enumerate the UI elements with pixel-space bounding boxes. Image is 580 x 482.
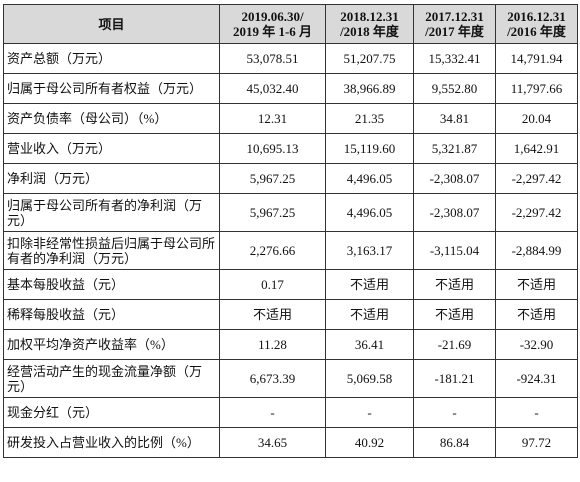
table-cell: 34.81 xyxy=(413,103,496,134)
table-cell: 15,332.41 xyxy=(413,43,496,74)
row-label: 研发投入占营业收入的比例（%） xyxy=(3,427,220,458)
table-cell: 不适用 xyxy=(325,269,414,300)
table-cell: 97.72 xyxy=(495,427,578,458)
table-cell: 不适用 xyxy=(413,299,496,330)
table-cell: 11.28 xyxy=(219,329,326,360)
table-row: 现金分红（元） - - - - xyxy=(3,397,578,428)
table-row: 基本每股收益（元） 0.17 不适用 不适用 不适用 xyxy=(3,269,578,300)
table-cell: 不适用 xyxy=(325,299,414,330)
table-cell: 2,276.66 xyxy=(219,231,326,270)
table-row: 净利润（万元） 5,967.25 4,496.05 -2,308.07 -2,2… xyxy=(3,163,578,194)
table-cell: 10,695.13 xyxy=(219,133,326,164)
table-cell: 51,207.75 xyxy=(325,43,414,74)
table-cell: 不适用 xyxy=(495,269,578,300)
table-cell: 3,163.17 xyxy=(325,231,414,270)
table-row: 加权平均净资产收益率（%） 11.28 36.41 -21.69 -32.90 xyxy=(3,329,578,360)
table-row: 资产总额（万元） 53,078.51 51,207.75 15,332.41 1… xyxy=(3,43,578,74)
row-label: 营业收入（万元） xyxy=(3,133,220,164)
table-row: 扣除非经常性损益后归属于母公司所有者的净利润（万元） 2,276.66 3,16… xyxy=(3,231,578,270)
row-label: 加权平均净资产收益率（%） xyxy=(3,329,220,360)
table-cell: -2,308.07 xyxy=(413,193,496,232)
table-row: 资产负债率（母公司）（%） 12.31 21.35 34.81 20.04 xyxy=(3,103,578,134)
table-cell: 6,673.39 xyxy=(219,359,326,398)
financial-indicators-table: 项目 2019.06.30/ 2019 年 1-6 月 2018.12.31 /… xyxy=(3,4,578,458)
table-cell: - xyxy=(495,397,578,428)
header-period-2018: 2018.12.31 /2018 年度 xyxy=(325,4,414,44)
table-cell: 15,119.60 xyxy=(325,133,414,164)
table-cell: -3,115.04 xyxy=(413,231,496,270)
table-cell: 4,496.05 xyxy=(325,193,414,232)
table-cell: 不适用 xyxy=(495,299,578,330)
table-row: 经营活动产生的现金流量净额（万元） 6,673.39 5,069.58 -181… xyxy=(3,359,578,398)
row-label: 归属于母公司所有者权益（万元） xyxy=(3,73,220,104)
table-row: 营业收入（万元） 10,695.13 15,119.60 5,321.87 1,… xyxy=(3,133,578,164)
table-cell: -924.31 xyxy=(495,359,578,398)
table-cell: -2,308.07 xyxy=(413,163,496,194)
table-cell: 5,967.25 xyxy=(219,163,326,194)
table-cell: 20.04 xyxy=(495,103,578,134)
row-label: 净利润（万元） xyxy=(3,163,220,194)
table-row: 稀释每股收益（元） 不适用 不适用 不适用 不适用 xyxy=(3,299,578,330)
table-cell: -181.21 xyxy=(413,359,496,398)
table-cell: 不适用 xyxy=(219,299,326,330)
table-cell: 9,552.80 xyxy=(413,73,496,104)
table-cell: 40.92 xyxy=(325,427,414,458)
table-cell: 14,791.94 xyxy=(495,43,578,74)
table-row: 研发投入占营业收入的比例（%） 34.65 40.92 86.84 97.72 xyxy=(3,427,578,458)
table-cell: 0.17 xyxy=(219,269,326,300)
row-label: 资产负债率（母公司）（%） xyxy=(3,103,220,134)
table-cell: 45,032.40 xyxy=(219,73,326,104)
table-header-row: 项目 2019.06.30/ 2019 年 1-6 月 2018.12.31 /… xyxy=(3,4,578,44)
table-cell: 53,078.51 xyxy=(219,43,326,74)
table-row: 归属于母公司所有者的净利润（万元） 5,967.25 4,496.05 -2,3… xyxy=(3,193,578,232)
table-cell: -2,884.99 xyxy=(495,231,578,270)
table-cell: 5,321.87 xyxy=(413,133,496,164)
table-cell: 38,966.89 xyxy=(325,73,414,104)
row-label: 基本每股收益（元） xyxy=(3,269,220,300)
table-cell: 不适用 xyxy=(413,269,496,300)
table-cell: 4,496.05 xyxy=(325,163,414,194)
page: 项目 2019.06.30/ 2019 年 1-6 月 2018.12.31 /… xyxy=(3,4,578,458)
table-cell: 36.41 xyxy=(325,329,414,360)
row-label: 稀释每股收益（元） xyxy=(3,299,220,330)
table-cell: - xyxy=(325,397,414,428)
row-label: 资产总额（万元） xyxy=(3,43,220,74)
header-period-2019h1: 2019.06.30/ 2019 年 1-6 月 xyxy=(219,4,326,44)
header-item: 项目 xyxy=(3,4,220,44)
table-cell: 34.65 xyxy=(219,427,326,458)
table-cell: 1,642.91 xyxy=(495,133,578,164)
table-cell: 86.84 xyxy=(413,427,496,458)
table-cell: 5,069.58 xyxy=(325,359,414,398)
table-cell: 21.35 xyxy=(325,103,414,134)
table-cell: -21.69 xyxy=(413,329,496,360)
header-period-2017: 2017.12.31 /2017 年度 xyxy=(413,4,496,44)
row-label: 归属于母公司所有者的净利润（万元） xyxy=(3,193,220,232)
row-label: 扣除非经常性损益后归属于母公司所有者的净利润（万元） xyxy=(3,231,220,270)
table-cell: 5,967.25 xyxy=(219,193,326,232)
table-cell: -32.90 xyxy=(495,329,578,360)
table-row: 归属于母公司所有者权益（万元） 45,032.40 38,966.89 9,55… xyxy=(3,73,578,104)
table-cell: - xyxy=(219,397,326,428)
table-cell: 12.31 xyxy=(219,103,326,134)
row-label: 经营活动产生的现金流量净额（万元） xyxy=(3,359,220,398)
table-cell: -2,297.42 xyxy=(495,193,578,232)
table-cell: -2,297.42 xyxy=(495,163,578,194)
table-cell: 11,797.66 xyxy=(495,73,578,104)
header-period-2016: 2016.12.31 /2016 年度 xyxy=(495,4,578,44)
row-label: 现金分红（元） xyxy=(3,397,220,428)
table-cell: - xyxy=(413,397,496,428)
